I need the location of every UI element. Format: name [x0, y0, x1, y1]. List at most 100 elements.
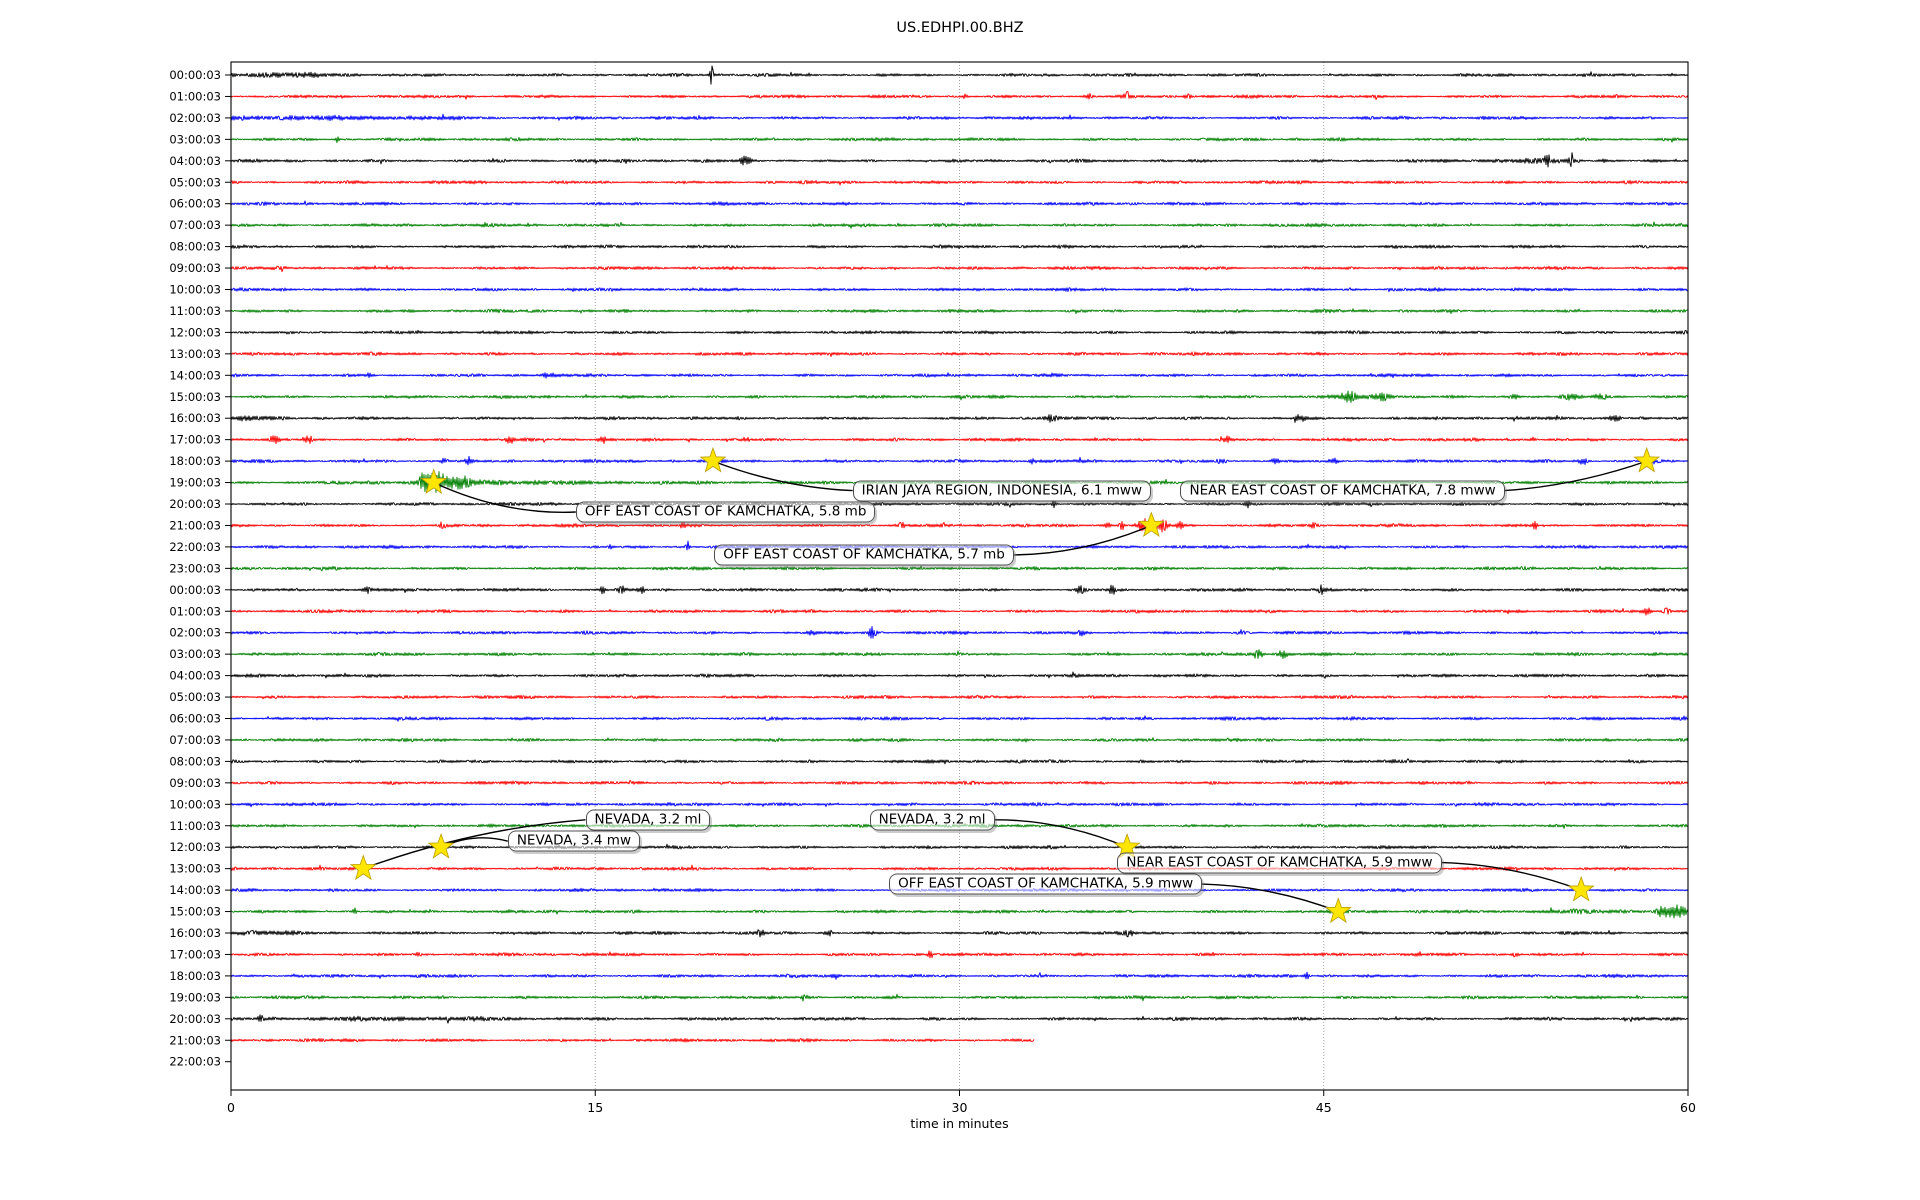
trace-row-21-21:00:03 [230, 518, 1689, 533]
x-tick-label: 0 [227, 1100, 235, 1115]
row-time-label: 19:00:03 [169, 476, 221, 490]
row-time-label: 00:00:03 [169, 68, 221, 82]
event-stars [349, 446, 1661, 924]
trace-row-31-07:00:03 [230, 737, 1689, 743]
annotation-arc [1014, 524, 1152, 556]
x-tick-label: 15 [587, 1100, 603, 1115]
trace-row-37-13:00:03 [230, 864, 1689, 872]
event-star [427, 833, 455, 859]
event-star [1137, 511, 1165, 537]
row-time-label: 01:00:03 [169, 89, 221, 103]
row-time-label: 22:00:03 [169, 1055, 221, 1069]
event-star [699, 446, 727, 473]
trace-row-4-04:00:03 [230, 152, 1689, 168]
trace-row-30-06:00:03 [230, 715, 1689, 722]
row-time-label: 22:00:03 [169, 540, 221, 554]
row-time-label: 02:00:03 [169, 626, 221, 640]
event-star [1567, 875, 1595, 902]
row-time-label: 12:00:03 [169, 325, 221, 339]
trace-row-28-04:00:03 [230, 671, 1689, 679]
annotation-arc [433, 481, 576, 513]
row-time-label: 09:00:03 [169, 776, 221, 790]
row-time-label: 15:00:03 [169, 905, 221, 919]
row-time-label: 04:00:03 [169, 154, 221, 168]
trace-row-17-17:00:03 [230, 435, 1689, 445]
event-star [1633, 446, 1661, 473]
row-time-label: 16:00:03 [169, 926, 221, 940]
row-time-label: 08:00:03 [169, 240, 221, 254]
trace-row-3-03:00:03 [230, 136, 1689, 144]
annotation-arc [1441, 861, 1582, 891]
row-time-label: 11:00:03 [169, 304, 221, 318]
row-time-label: 20:00:03 [169, 1012, 221, 1026]
trace-row-8-08:00:03 [230, 244, 1689, 250]
annotation-arc [712, 460, 853, 492]
seismic-traces [230, 65, 1689, 1043]
trace-row-41-17:00:03 [230, 950, 1689, 959]
trace-row-43-19:00:03 [230, 993, 1689, 1002]
annotation-arc [994, 819, 1128, 848]
event-star [349, 854, 377, 881]
trace-row-39-15:00:03 [231, 904, 1689, 919]
trace-row-9-09:00:03 [230, 265, 1689, 273]
trace-row-7-07:00:03 [230, 221, 1689, 229]
trace-row-18-18:00:03 [230, 455, 1689, 466]
trace-row-12-12:00:03 [230, 329, 1689, 335]
event-star [420, 468, 448, 495]
row-time-label: 10:00:03 [169, 283, 221, 297]
trace-row-20-20:00:03 [230, 500, 1689, 509]
annotation-arc [1504, 460, 1647, 492]
annotation-arcs [363, 460, 1647, 913]
row-time-label: 07:00:03 [169, 218, 221, 232]
annotation-arc [1202, 883, 1339, 913]
row-time-label: 13:00:03 [169, 347, 221, 361]
row-time-label: 17:00:03 [169, 433, 221, 447]
trace-row-16-16:00:03 [230, 414, 1689, 423]
row-time-label: 02:00:03 [169, 111, 221, 125]
row-time-label: 03:00:03 [169, 647, 221, 661]
trace-row-33-09:00:03 [230, 779, 1689, 786]
row-time-label: 14:00:03 [169, 368, 221, 382]
trace-row-29-05:00:03 [230, 694, 1689, 700]
trace-row-25-01:00:03 [230, 607, 1689, 616]
row-time-label: 06:00:03 [169, 712, 221, 726]
x-tick-label: 60 [1680, 1100, 1696, 1115]
row-time-label: 04:00:03 [169, 669, 221, 683]
axes: 0 15 30 45 60 00:00:03 01:00:03 02:00:03 03:00:0… [169, 61, 1696, 1115]
row-time-label: 11:00:03 [169, 819, 221, 833]
row-time-label: 01:00:03 [169, 604, 221, 618]
trace-row-24-00:00:03 [230, 584, 1689, 595]
row-time-label: 18:00:03 [169, 454, 221, 468]
gridlines [594, 62, 1325, 1090]
trace-row-1-01:00:03 [230, 91, 1689, 100]
row-time-label: 10:00:03 [169, 797, 221, 811]
x-tick-label: 45 [1316, 1100, 1332, 1115]
x-axis-label: time in minutes [910, 1116, 1009, 1131]
row-time-label: 05:00:03 [169, 690, 221, 704]
event-star [1324, 897, 1352, 924]
row-time-label: 12:00:03 [169, 840, 221, 854]
trace-row-14-14:00:03 [230, 372, 1689, 379]
row-time-label: 06:00:03 [169, 197, 221, 211]
row-time-label: 09:00:03 [169, 261, 221, 275]
row-time-label: 15:00:03 [169, 390, 221, 404]
trace-row-32-08:00:03 [230, 758, 1689, 765]
row-time-label: 17:00:03 [169, 947, 221, 961]
row-time-label: 08:00:03 [169, 754, 221, 768]
row-time-label: 05:00:03 [169, 175, 221, 189]
row-time-label: 14:00:03 [169, 883, 221, 897]
row-time-label: 00:00:03 [169, 583, 221, 597]
trace-row-42-18:00:03 [230, 971, 1689, 980]
row-time-label: 03:00:03 [169, 132, 221, 146]
trace-row-6-06:00:03 [230, 200, 1689, 207]
trace-row-40-16:00:03 [230, 929, 1689, 938]
trace-row-45-21:00:03 [230, 1038, 1035, 1043]
x-tick-label: 30 [952, 1100, 968, 1115]
row-time-label: 16:00:03 [169, 411, 221, 425]
row-time-label: 21:00:03 [169, 1033, 221, 1047]
row-time-label: 20:00:03 [169, 497, 221, 511]
trace-row-38-14:00:03 [230, 887, 1689, 893]
trace-row-15-15:00:03 [230, 390, 1689, 403]
